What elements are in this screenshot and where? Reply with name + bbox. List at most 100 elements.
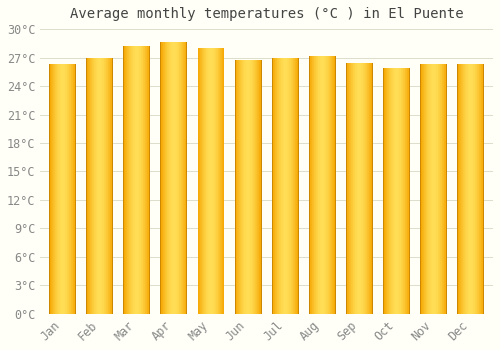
Bar	[127, 46, 128, 314]
Bar	[219, 48, 220, 314]
Bar	[426, 64, 427, 314]
Bar	[241, 61, 242, 314]
Bar	[97, 57, 98, 314]
Bar	[326, 56, 327, 314]
Bar	[167, 42, 168, 314]
Bar	[217, 48, 218, 314]
Bar	[391, 68, 392, 314]
Bar	[434, 64, 435, 314]
Bar	[465, 64, 466, 314]
Bar	[444, 64, 445, 314]
Bar	[406, 68, 408, 314]
Bar	[358, 63, 359, 314]
Bar	[240, 61, 241, 314]
Bar	[477, 64, 478, 314]
Bar	[134, 46, 135, 314]
Bar	[162, 42, 163, 314]
Bar	[389, 68, 390, 314]
Bar	[211, 48, 212, 314]
Bar	[292, 57, 294, 314]
Bar	[237, 61, 238, 314]
Bar	[312, 56, 313, 314]
Bar	[255, 61, 256, 314]
Bar	[443, 64, 444, 314]
Bar	[198, 48, 199, 314]
Bar	[252, 61, 253, 314]
Bar	[147, 46, 148, 314]
Bar	[101, 57, 102, 314]
Bar	[383, 68, 384, 314]
Bar	[371, 63, 372, 314]
Bar	[274, 57, 275, 314]
Bar	[282, 57, 283, 314]
Bar	[278, 57, 279, 314]
Bar	[296, 57, 298, 314]
Bar	[352, 63, 353, 314]
Bar	[420, 64, 421, 314]
Bar	[318, 56, 319, 314]
Bar	[328, 56, 329, 314]
Bar	[317, 56, 318, 314]
Bar	[220, 48, 221, 314]
Bar	[362, 63, 363, 314]
Bar	[369, 63, 370, 314]
Bar	[129, 46, 130, 314]
Bar	[287, 57, 288, 314]
Bar	[420, 64, 421, 314]
Bar	[215, 48, 216, 314]
Bar	[108, 57, 109, 314]
Bar	[425, 64, 426, 314]
Bar	[428, 64, 429, 314]
Bar	[334, 56, 335, 314]
Bar	[148, 46, 149, 314]
Bar	[90, 57, 91, 314]
Bar	[284, 57, 285, 314]
Bar	[360, 63, 361, 314]
Bar	[290, 57, 291, 314]
Bar	[438, 64, 439, 314]
Bar	[476, 64, 477, 314]
Bar	[146, 46, 147, 314]
Bar	[143, 46, 144, 314]
Bar	[433, 64, 434, 314]
Bar	[315, 56, 316, 314]
Bar	[464, 64, 465, 314]
Bar	[141, 46, 142, 314]
Bar	[401, 68, 402, 314]
Bar	[86, 57, 87, 314]
Bar	[359, 63, 360, 314]
Bar	[462, 64, 463, 314]
Bar	[474, 64, 475, 314]
Bar	[204, 48, 205, 314]
Bar	[172, 42, 173, 314]
Bar	[133, 46, 134, 314]
Bar	[248, 61, 249, 314]
Bar	[238, 61, 239, 314]
Bar	[437, 64, 438, 314]
Bar	[174, 42, 175, 314]
Bar	[246, 61, 247, 314]
Bar	[235, 61, 236, 314]
Bar	[89, 57, 90, 314]
Bar	[221, 48, 222, 314]
Bar	[106, 57, 107, 314]
Bar	[346, 63, 347, 314]
Bar	[249, 61, 250, 314]
Bar	[109, 57, 110, 314]
Bar	[177, 42, 178, 314]
Bar	[173, 42, 174, 314]
Bar	[259, 61, 260, 314]
Bar	[176, 42, 177, 314]
Bar	[446, 64, 447, 314]
Bar	[320, 56, 321, 314]
Bar	[395, 68, 396, 314]
Bar	[384, 68, 385, 314]
Bar	[234, 61, 236, 314]
Bar	[201, 48, 202, 314]
Bar	[466, 64, 467, 314]
Bar	[432, 64, 433, 314]
Bar	[356, 63, 357, 314]
Bar	[86, 57, 87, 314]
Bar	[289, 57, 290, 314]
Bar	[112, 57, 113, 314]
